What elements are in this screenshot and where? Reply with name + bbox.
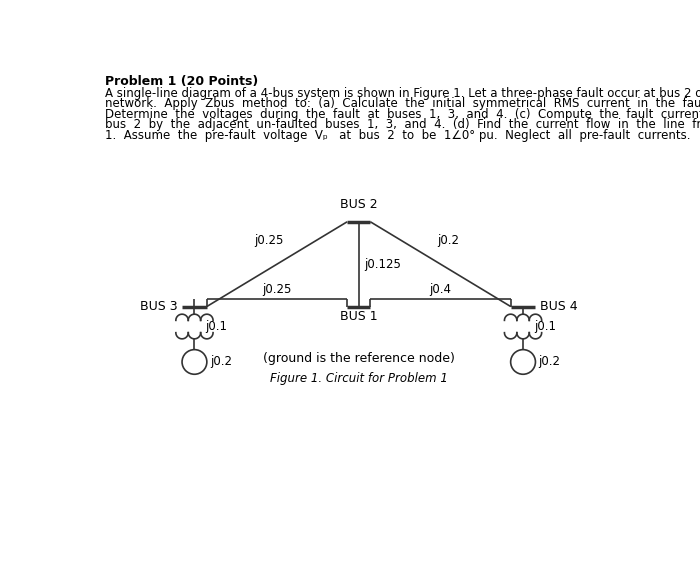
Text: BUS 4: BUS 4 — [540, 300, 577, 313]
Text: BUS 2: BUS 2 — [340, 198, 377, 211]
Text: A single-line diagram of a 4-bus system is shown in Figure 1. Let a three-phase : A single-line diagram of a 4-bus system … — [104, 87, 700, 100]
Text: BUS 1: BUS 1 — [340, 310, 377, 323]
Text: j0.4: j0.4 — [430, 282, 452, 295]
Text: j0.2: j0.2 — [538, 355, 561, 368]
Text: j0.125: j0.125 — [364, 258, 401, 271]
Text: j0.25: j0.25 — [255, 234, 284, 247]
Text: bus  2  by  the  adjacent  un-faulted  buses  1,  3,  and  4.  (d)  Find  the  c: bus 2 by the adjacent un-faulted buses 1… — [104, 118, 700, 131]
Text: j0.2: j0.2 — [210, 355, 232, 368]
Text: j0.1: j0.1 — [534, 320, 556, 333]
Text: Determine  the  voltages  during  the  fault  at  buses  1,  3,  and  4.  (c)  C: Determine the voltages during the fault … — [104, 108, 700, 121]
Text: j0.1: j0.1 — [205, 320, 228, 333]
Text: BUS 3: BUS 3 — [140, 300, 177, 313]
Text: network.  Apply  Zbus  method  to:  (a)  Calculate  the  initial  symmetrical  R: network. Apply Zbus method to: (a) Calcu… — [104, 97, 700, 110]
Text: j0.25: j0.25 — [262, 282, 292, 295]
Text: Figure 1. Circuit for Problem 1: Figure 1. Circuit for Problem 1 — [270, 372, 448, 385]
Text: Problem 1 (20 Points): Problem 1 (20 Points) — [104, 76, 258, 89]
Text: 1.  Assume  the  pre-fault  voltage  Vₚ   at  bus  2  to  be  1∠0° pu.  Neglect : 1. Assume the pre-fault voltage Vₚ at bu… — [104, 129, 690, 142]
Text: j0.2: j0.2 — [438, 234, 459, 247]
Text: (ground is the reference node): (ground is the reference node) — [262, 351, 455, 364]
